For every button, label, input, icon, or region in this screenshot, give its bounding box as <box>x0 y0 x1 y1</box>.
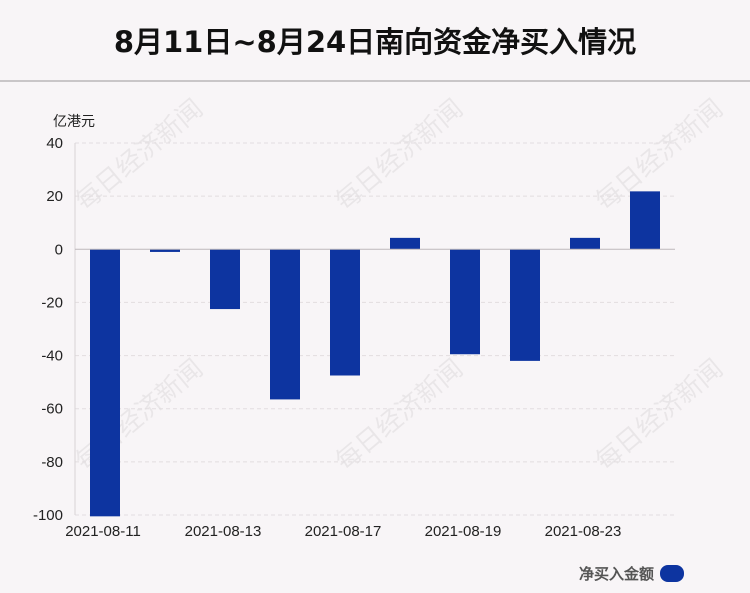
bar <box>90 249 120 517</box>
bar <box>330 249 360 376</box>
bar <box>390 237 420 250</box>
bar <box>510 249 540 361</box>
x-tick-label: 2021-08-11 <box>65 523 141 540</box>
bar <box>210 249 240 310</box>
bar <box>630 191 660 250</box>
y-tick-label: -40 <box>41 348 63 365</box>
bar <box>150 249 180 252</box>
y-tick-label: 40 <box>46 135 63 152</box>
legend: 净买入金额 <box>579 563 684 584</box>
legend-swatch <box>660 565 684 582</box>
y-tick-label: -60 <box>41 401 63 418</box>
y-axis-label: 亿港元 <box>53 114 95 130</box>
y-tick-label: 20 <box>46 188 63 205</box>
bar <box>570 237 600 250</box>
x-tick-label: 2021-08-13 <box>185 523 262 540</box>
y-tick-label: -80 <box>41 454 63 471</box>
bar <box>270 249 300 400</box>
bar <box>450 249 480 355</box>
legend-label: 净买入金额 <box>578 565 654 583</box>
y-tick-label: -20 <box>41 294 63 311</box>
x-tick-label: 2021-08-23 <box>545 523 622 540</box>
title-divider <box>0 80 750 82</box>
x-tick-label: 2021-08-17 <box>305 523 382 540</box>
chart-title: 8月11日~8月24日南向资金净买入情况 <box>113 25 637 59</box>
y-tick-label: 0 <box>55 241 63 258</box>
y-tick-label: -100 <box>33 507 63 524</box>
x-tick-label: 2021-08-19 <box>425 523 502 540</box>
